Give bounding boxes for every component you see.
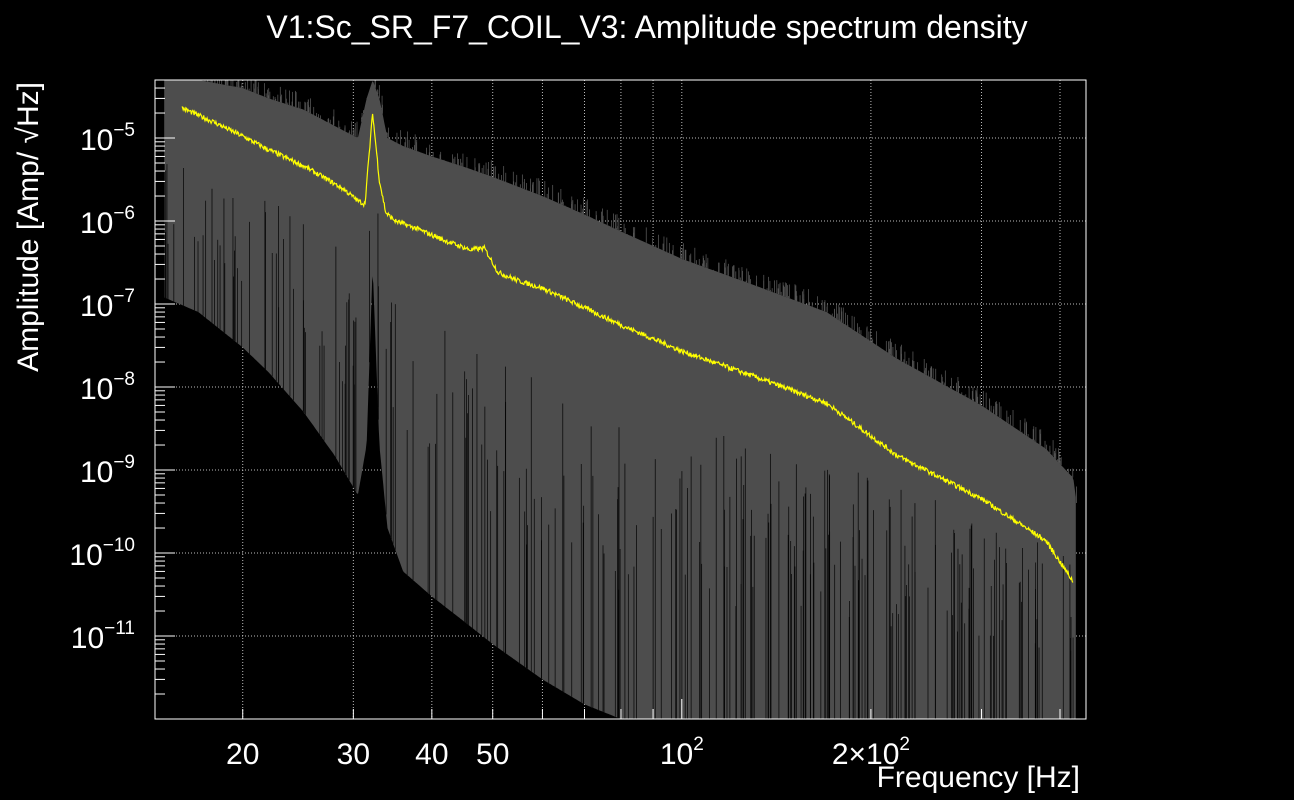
x-tick-label: 20 [226,738,259,771]
spectrogram-band [163,80,1077,719]
x-tick-label: 40 [415,738,448,771]
y-tick-label: 10−5 [80,120,135,157]
y-tick-label: 10−8 [80,369,135,406]
y-tick-label: 10−11 [71,618,135,655]
y-tick-label: 10−7 [80,286,135,323]
x-tick-label: 30 [337,738,370,771]
y-tick-label: 10−9 [80,452,135,489]
mean-spectrum-line [181,106,1074,583]
chart-title: V1:Sc_SR_F7_COIL_V3: Amplitude spectrum … [266,9,1027,45]
x-axis-label: Frequency [Hz] [877,761,1080,794]
spectrum-line [181,106,1074,583]
y-tick-label: 10−6 [80,203,135,240]
x-tick-label: 50 [476,738,509,771]
y-axis-label: Amplitude [Amp/ √Hz] [12,82,45,372]
y-tick-label: 10−10 [69,535,135,572]
x-tick-label: 2×102 [832,734,910,771]
band-fill [164,80,1076,719]
axis-ticks: 10−5 10−6 10−7 10−8 10−9 10−10 10−11 20 30 40 50 10… [69,79,1061,771]
x-tick-label: 102 [660,734,704,771]
